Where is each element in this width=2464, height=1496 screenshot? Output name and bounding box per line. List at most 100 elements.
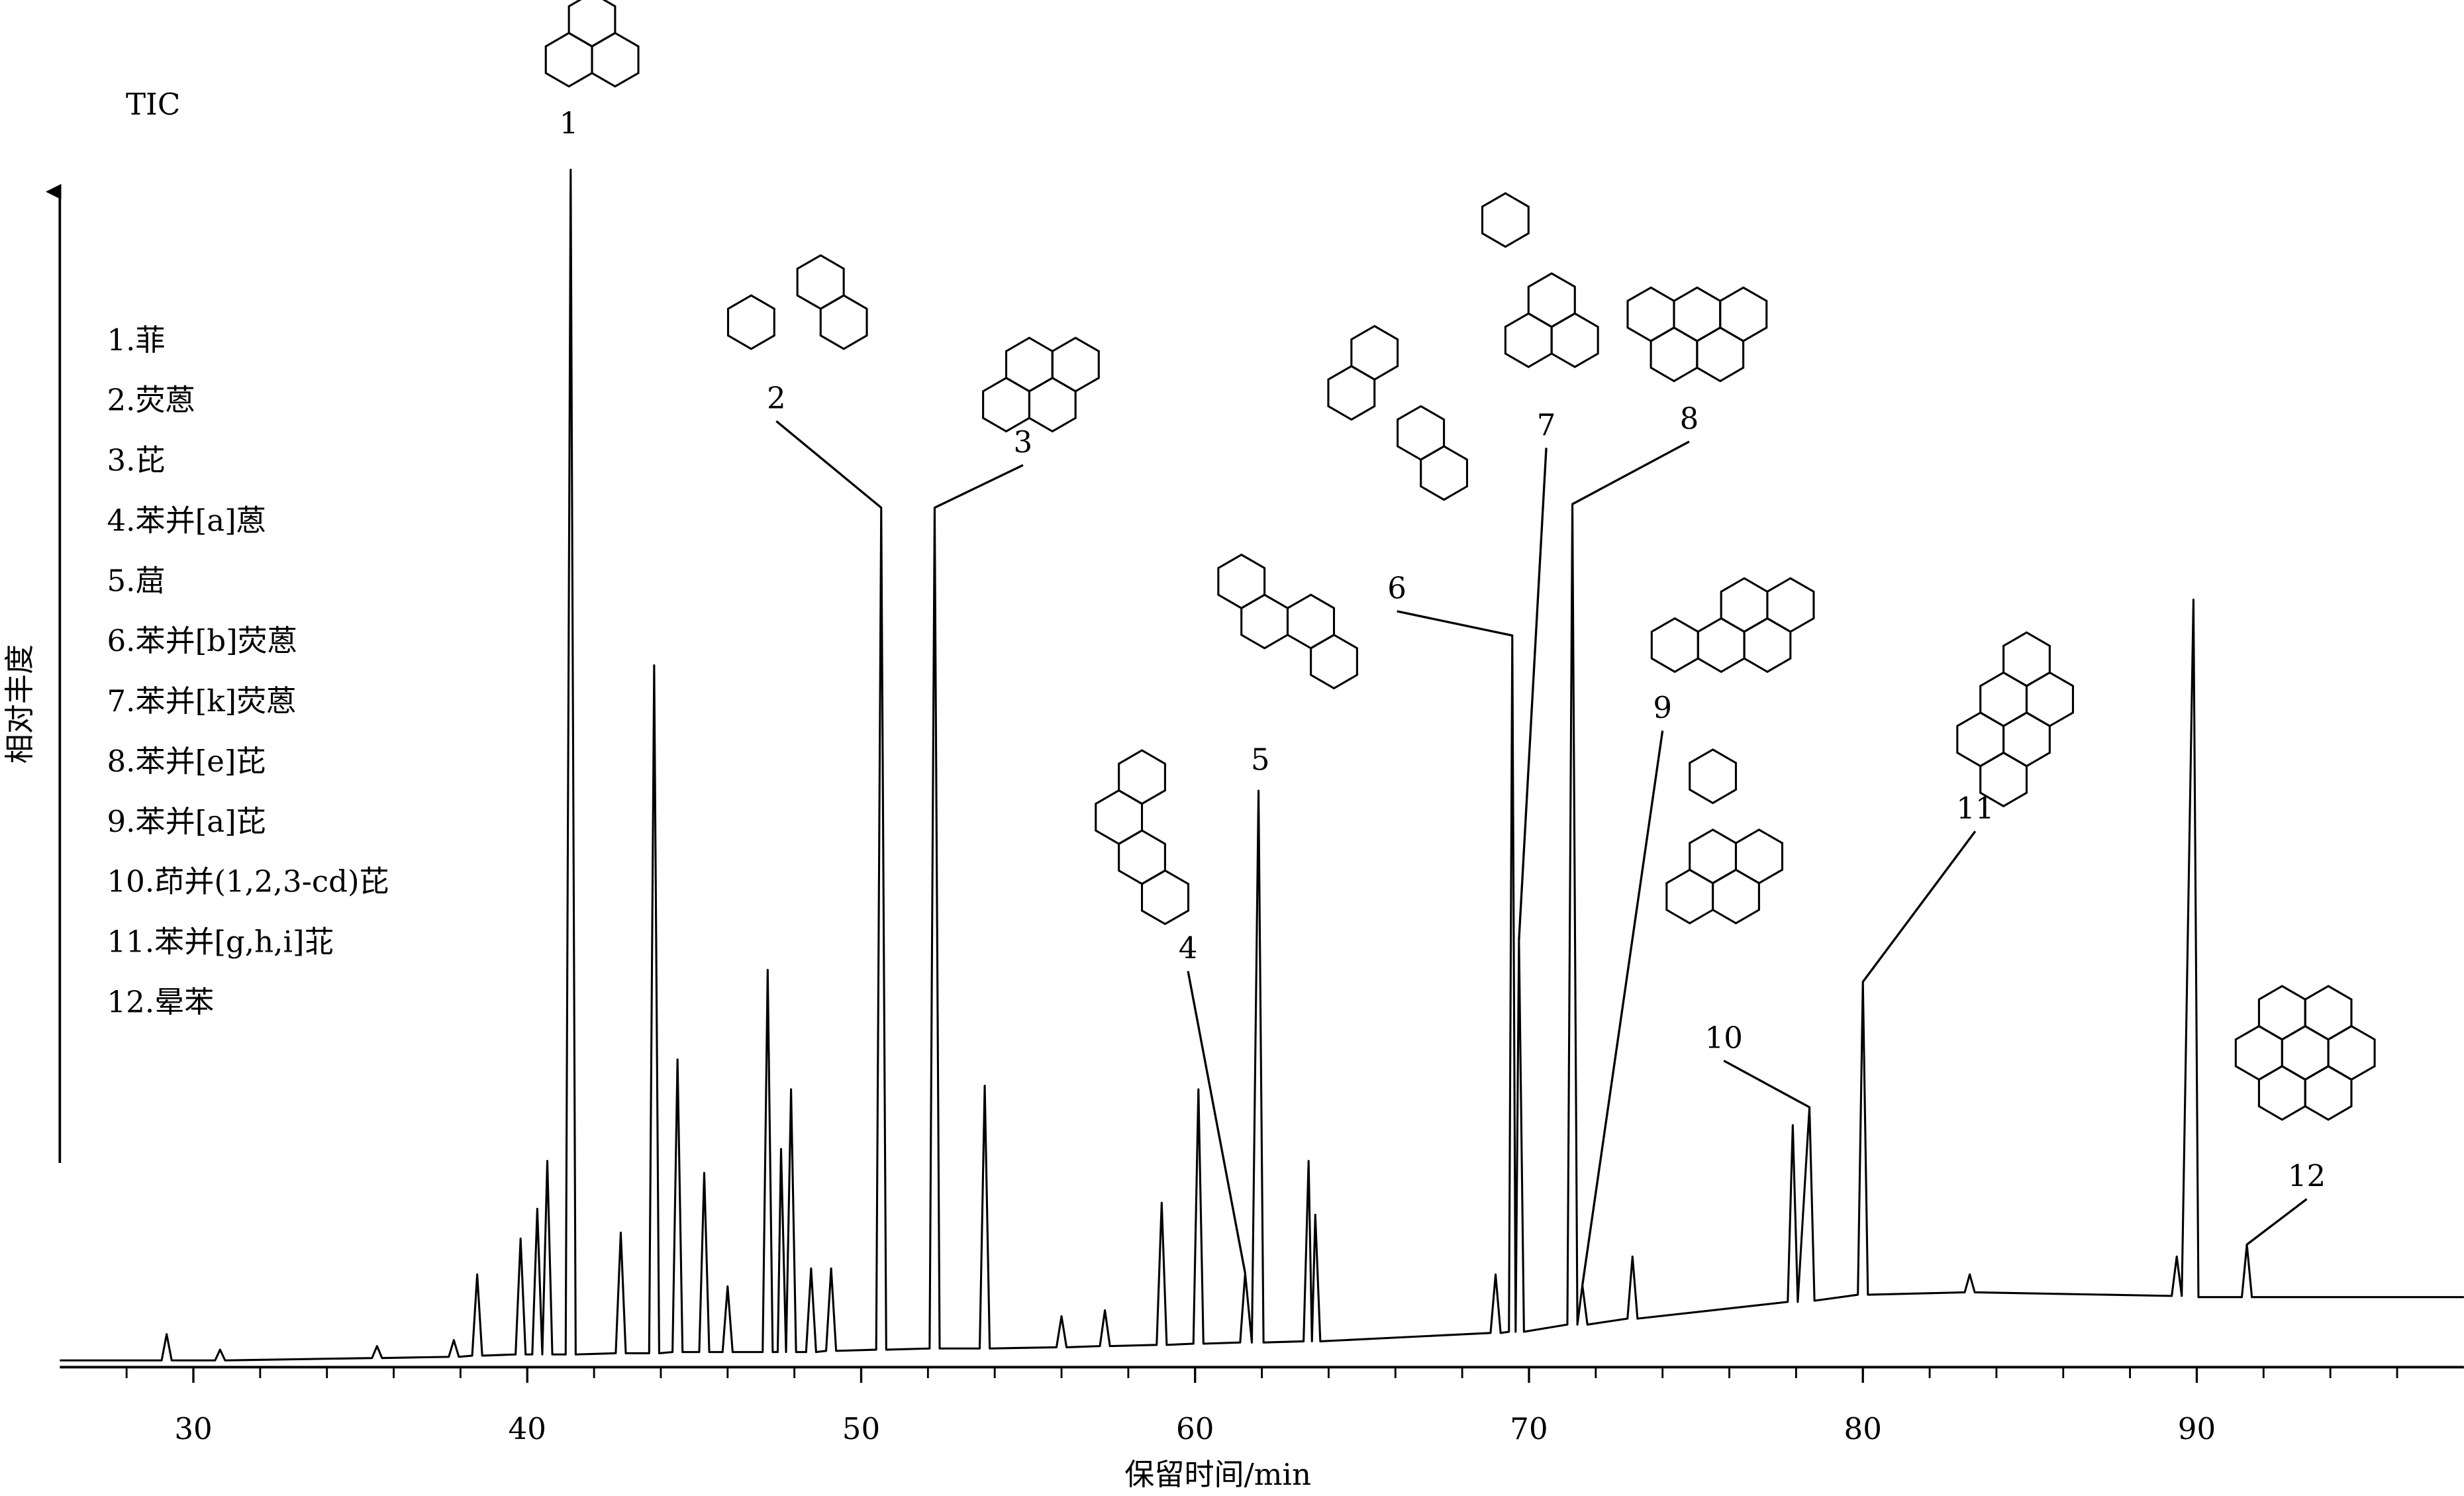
tic-trace (60, 168, 2464, 1362)
molecule-ring (1028, 376, 1077, 433)
molecule-ring (1665, 868, 1714, 924)
molecule-ring (2281, 1024, 2330, 1081)
molecule-ring (1650, 326, 1699, 383)
molecule-ring (1979, 671, 2028, 728)
molecule-ring (796, 254, 845, 311)
legend-item: 2.荧蒽 (107, 383, 195, 418)
molecule-ring (1217, 553, 1266, 610)
peak-leader (1187, 971, 1247, 1273)
legend-item: 6.苯并[b]荧蒽 (107, 623, 297, 658)
peak-leader (1518, 448, 1548, 940)
peak-leader (1571, 440, 1690, 505)
molecule-ring (1550, 312, 1599, 368)
molecule-ring (1504, 312, 1553, 368)
trace-label: TIC (126, 87, 180, 122)
molecule-ring (2304, 1065, 2353, 1121)
molecule-ring (1350, 324, 1399, 381)
molecule-ring (2002, 711, 2051, 768)
peak-leader (2246, 1198, 2308, 1246)
molecule-ring (1397, 405, 1446, 461)
peak-label: 11 (1956, 791, 1994, 826)
legend-item: 7.苯并[k]荧蒽 (107, 683, 297, 719)
molecule-ring (2257, 1065, 2306, 1121)
molecule-ring (1766, 577, 1815, 633)
molecule-ring (1286, 593, 1336, 650)
molecule-ring (1650, 617, 1699, 673)
legend-item: 5.䓛 (107, 563, 166, 598)
legend-item: 8.苯并[e]芘 (107, 744, 266, 779)
legend-item: 12.晕苯 (107, 984, 215, 1019)
molecule-ring (2002, 631, 2051, 687)
molecule-ring (1327, 365, 1376, 421)
x-axis-label: 保留时间/min (1124, 1457, 1311, 1492)
peak-label: 1 (560, 105, 579, 140)
x-tick-label: 30 (174, 1411, 212, 1446)
legend-item: 1.菲 (107, 323, 166, 358)
molecule-ring (1626, 286, 1675, 342)
peak-label: 9 (1653, 690, 1672, 725)
molecule-ring (982, 376, 1030, 433)
x-tick-label: 90 (2178, 1411, 2216, 1446)
molecule-ring (2234, 1024, 2283, 1081)
molecule-ring (1140, 869, 1190, 926)
molecule-ring (1689, 828, 1738, 885)
x-tick-label: 80 (1844, 1411, 1882, 1446)
peak-label: 12 (2288, 1158, 2326, 1193)
peak-leader (1581, 730, 1664, 1285)
molecule-ring (1118, 749, 1166, 805)
molecule-ring (726, 294, 775, 350)
legend-item: 11.苯并[g,h,i]苝 (107, 924, 334, 960)
molecule-ring (1673, 286, 1722, 342)
peak-label: 2 (767, 381, 786, 416)
y-axis-label: 相对丰度 (2, 644, 37, 764)
legend-item: 9.苯并[a]芘 (107, 804, 266, 839)
molecule-ring (591, 32, 640, 88)
legend-item: 10.茚并(1,2,3-cd)芘 (107, 864, 389, 899)
molecule-ring (1005, 336, 1054, 393)
peak-label: 3 (1014, 424, 1033, 460)
molecule-ring (1719, 286, 1768, 342)
molecule-ring (1051, 336, 1100, 393)
peak-leader (1861, 830, 1977, 983)
molecule-ring (1697, 617, 1746, 673)
molecule-ring (2327, 1024, 2376, 1081)
molecule-ring (2025, 671, 2075, 728)
x-tick-label: 60 (1176, 1411, 1214, 1446)
molecule-ring (1240, 593, 1289, 650)
molecule-ring (1527, 272, 1576, 328)
molecule-ring (544, 32, 593, 88)
x-tick-label: 50 (842, 1411, 880, 1446)
molecule-ring (1310, 633, 1358, 690)
molecule-ring (1734, 828, 1784, 885)
molecule-ring (1979, 751, 2028, 808)
peak-leader (1397, 610, 1513, 637)
x-tick-label: 40 (509, 1411, 546, 1446)
molecule-ring (2304, 985, 2353, 1041)
peak-leader (1723, 1060, 1810, 1109)
molecule-ring (1696, 326, 1745, 383)
molecule-ring (1720, 577, 1769, 633)
molecule-ring (1956, 711, 2005, 768)
peak-leader (775, 420, 882, 509)
peak-label: 4 (1179, 930, 1198, 966)
molecule-ring (1118, 829, 1166, 885)
molecule-ring (819, 294, 868, 350)
molecule-ring (2257, 985, 2306, 1041)
molecule-ring (1420, 445, 1469, 501)
molecule-ring (1095, 789, 1144, 846)
peak-label: 7 (1537, 407, 1556, 442)
molecule-ring (1712, 868, 1760, 924)
peak-label: 5 (1251, 742, 1270, 777)
x-tick-label: 70 (1510, 1411, 1548, 1446)
molecule-ring (1743, 617, 1792, 673)
legend-item: 4.苯并[a]蒽 (107, 503, 266, 538)
peak-leader (934, 464, 1024, 509)
molecule-ring (1689, 748, 1738, 805)
legend-item: 3.芘 (107, 443, 166, 478)
peak-label: 10 (1705, 1020, 1743, 1055)
molecule-ring (567, 0, 616, 48)
molecule-ring (1481, 192, 1530, 248)
peak-label: 8 (1680, 401, 1699, 436)
